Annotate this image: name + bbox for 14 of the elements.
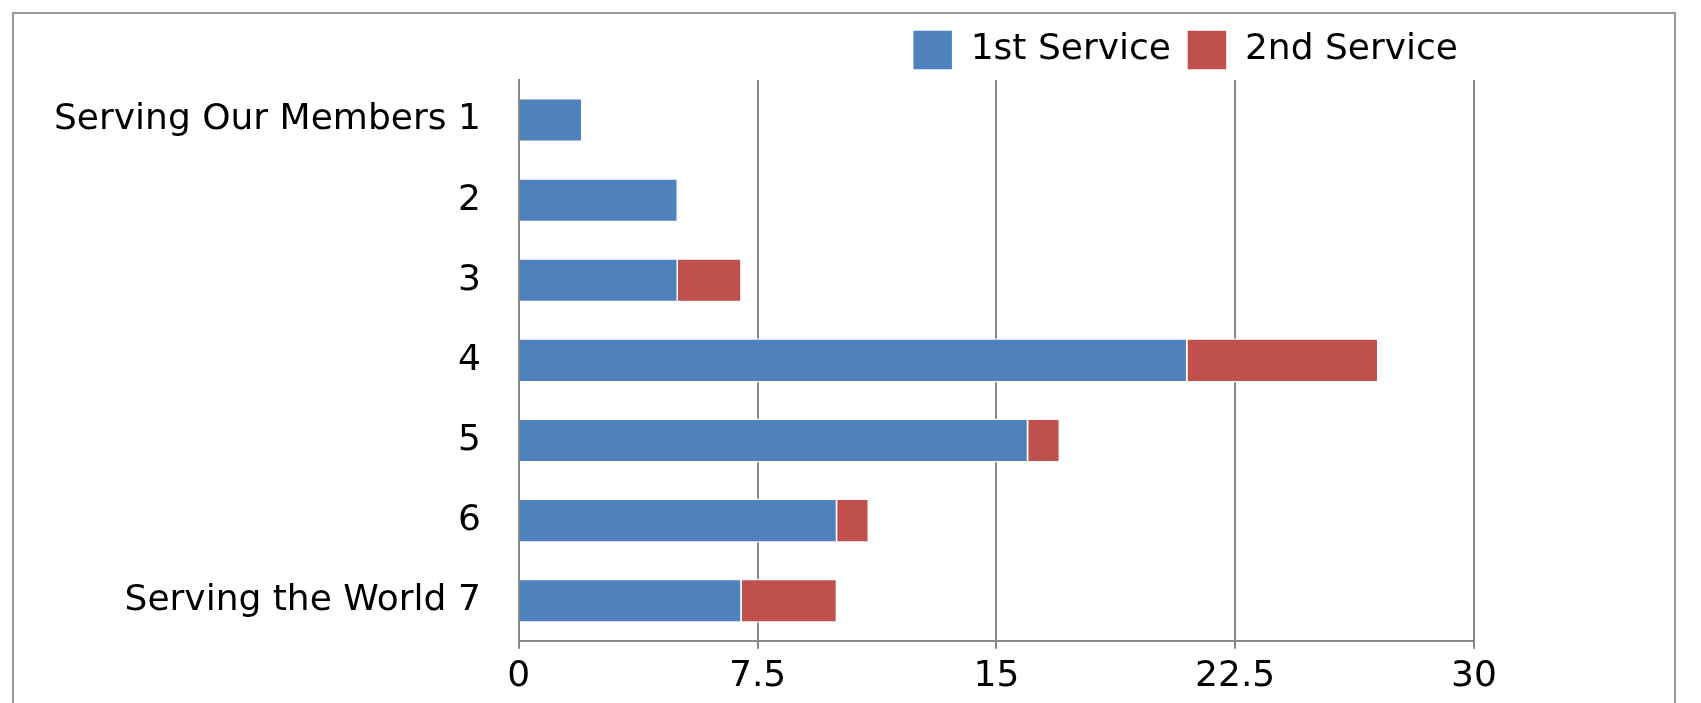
x-tick-label: 22.5 [1195,652,1276,694]
y-tick-label: 3 [457,256,481,298]
y-tick-label: 4 [457,336,481,378]
legend-label: 1st Service [970,26,1171,68]
y-tick-label: Serving Our Members 1 [54,96,481,138]
y-tick-label: 6 [457,496,481,538]
x-tick-label: 15 [973,652,1020,694]
legend-label: 2nd Service [1244,26,1459,68]
x-tick-label: 0 [507,652,531,694]
x-tick-label: 30 [1451,652,1497,694]
x-tick-label: 7.5 [728,652,787,694]
y-tick-label: 5 [457,416,481,458]
y-tick-label: 2 [457,176,481,218]
y-tick-label: Serving the World 7 [124,577,481,619]
